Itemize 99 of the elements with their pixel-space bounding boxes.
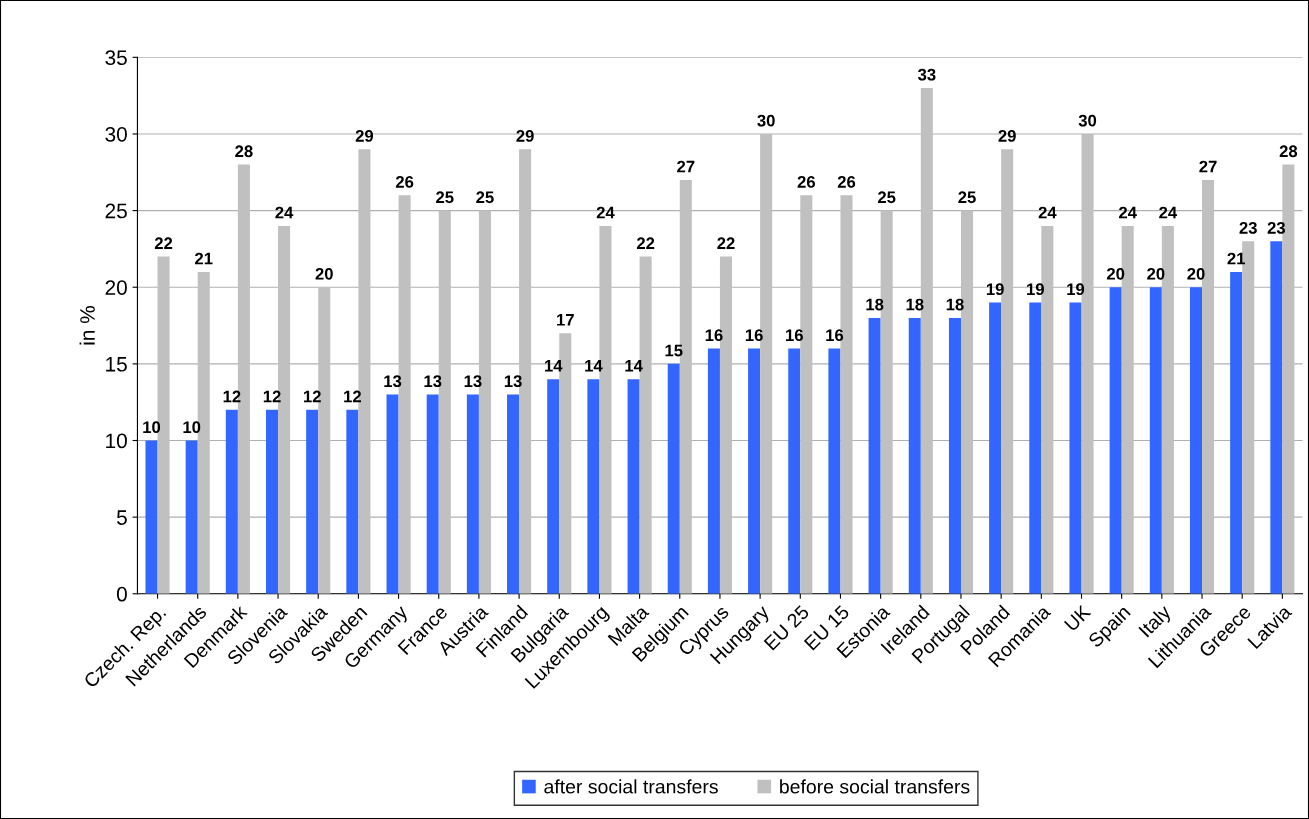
- bar: [1109, 287, 1122, 594]
- bar: [627, 379, 640, 594]
- bar: [1230, 271, 1243, 594]
- data-label: 24: [1159, 206, 1178, 219]
- bar: [266, 409, 279, 594]
- data-label: 24: [596, 206, 615, 219]
- data-label: 20: [1106, 267, 1125, 280]
- data-label: 26: [395, 176, 414, 188]
- bar: [948, 317, 961, 594]
- data-label: 14: [585, 360, 603, 372]
- legend-label: after social transfers: [544, 779, 718, 794]
- bar: [1270, 241, 1283, 594]
- data-label: 16: [745, 329, 763, 342]
- data-label: 25: [436, 191, 454, 204]
- data-label: 30: [757, 114, 775, 127]
- data-label: 21: [1227, 252, 1245, 265]
- data-label: 19: [1027, 283, 1044, 296]
- bar: [788, 348, 801, 594]
- data-label: 24: [1038, 206, 1057, 219]
- y-tick-label: 25: [105, 203, 127, 219]
- data-label: 18: [946, 298, 964, 311]
- data-label: 15: [665, 344, 683, 357]
- data-label: 28: [1279, 145, 1298, 158]
- data-label: 29: [998, 130, 1016, 142]
- data-label: 14: [545, 360, 563, 372]
- legend-label: before social transfers: [780, 779, 970, 794]
- x-tick-label: UK: [1063, 604, 1092, 632]
- bar: [868, 317, 881, 594]
- data-label: 12: [344, 390, 361, 403]
- data-label: 27: [677, 160, 695, 173]
- data-label: 27: [1199, 160, 1217, 173]
- data-label: 13: [464, 375, 482, 388]
- bar: [386, 394, 399, 594]
- data-label: 16: [786, 329, 803, 342]
- data-label: 19: [1067, 283, 1085, 296]
- bar: [1189, 287, 1203, 594]
- data-label: 29: [355, 130, 374, 142]
- data-label: 23: [1239, 221, 1257, 234]
- data-label: 29: [516, 130, 534, 142]
- data-label: 22: [636, 237, 655, 249]
- data-label: 18: [866, 298, 884, 311]
- data-label: 13: [504, 375, 522, 388]
- bar: [145, 440, 158, 594]
- data-label: 28: [235, 145, 253, 158]
- bar: [587, 379, 600, 594]
- data-label: 19: [986, 283, 1004, 296]
- data-label: 13: [384, 375, 402, 388]
- y-axis-title: in %: [79, 306, 95, 345]
- bar: [707, 348, 720, 594]
- data-label: 21: [195, 252, 213, 265]
- data-label: 10: [143, 421, 161, 434]
- y-tick-label: 20: [105, 280, 127, 295]
- bar: [185, 440, 198, 594]
- bar: [466, 394, 479, 594]
- y-tick-label: 35: [105, 50, 127, 66]
- bar: [908, 317, 921, 594]
- bar: [1029, 302, 1042, 594]
- bar: [828, 348, 841, 594]
- data-label: 22: [154, 237, 173, 249]
- bar: [667, 363, 680, 594]
- y-tick-label: 5: [116, 510, 127, 525]
- data-label: 12: [223, 390, 241, 403]
- data-label: 20: [1187, 267, 1205, 280]
- data-label: 17: [557, 314, 574, 326]
- data-label: 16: [705, 329, 723, 342]
- data-label: 16: [826, 329, 844, 342]
- data-label: 22: [717, 237, 735, 249]
- data-label: 18: [906, 298, 924, 311]
- data-label: 30: [1078, 114, 1097, 127]
- bar: [306, 409, 319, 594]
- data-label: 26: [797, 176, 815, 188]
- data-label: 25: [877, 191, 896, 204]
- bar: [547, 379, 560, 594]
- bar: [1149, 287, 1162, 594]
- data-label: 24: [1119, 206, 1137, 219]
- data-label: 23: [1267, 221, 1286, 234]
- bar: [507, 394, 520, 594]
- y-tick-label: 0: [116, 586, 127, 602]
- data-label: 20: [1147, 267, 1165, 280]
- data-label: 26: [837, 176, 856, 188]
- data-label: 25: [476, 191, 494, 204]
- bar: [426, 394, 439, 594]
- data-label: 20: [315, 267, 333, 280]
- bar: [225, 409, 238, 594]
- data-label: 33: [917, 68, 936, 81]
- data-label: 13: [424, 375, 442, 388]
- bar: [748, 348, 761, 594]
- data-label: 24: [275, 206, 294, 219]
- bar: [1069, 302, 1082, 594]
- data-label: 12: [263, 390, 281, 403]
- y-tick-label: 30: [105, 126, 127, 142]
- data-label: 14: [625, 360, 643, 372]
- data-label: 12: [303, 390, 321, 403]
- data-label: 25: [958, 191, 976, 204]
- data-label: 10: [183, 421, 201, 434]
- y-tick-label: 10: [106, 433, 127, 449]
- bar: [346, 409, 359, 594]
- y-tick-label: 15: [106, 357, 127, 372]
- bar: [989, 302, 1002, 594]
